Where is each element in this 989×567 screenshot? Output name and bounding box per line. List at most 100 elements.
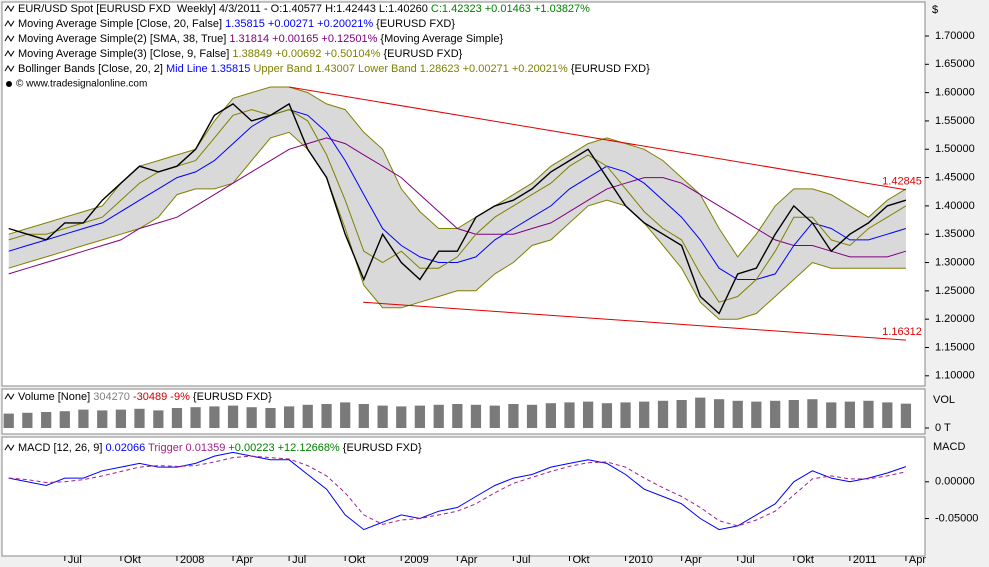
volume-bar <box>545 403 556 428</box>
legend-part: {EURUSD FXD} <box>380 48 462 60</box>
x-tick-label: Jul <box>68 554 82 566</box>
legend-part: Upper Band 1.43007 Lower Band 1.28623 +0… <box>250 63 568 75</box>
legend-part: 0.02066 <box>105 442 145 454</box>
volume-bar <box>676 400 687 428</box>
legend-icon <box>4 5 15 12</box>
series-line <box>8 455 907 527</box>
volume-bar <box>732 400 743 428</box>
legend-part: Trigger 0.01359 <box>145 442 225 454</box>
axis-unit: $ <box>932 4 938 16</box>
legend-icon <box>4 65 15 72</box>
x-tick-label: Apr <box>909 554 926 566</box>
x-tick-label: 2009 <box>404 554 428 566</box>
legend-part: 304270 <box>93 391 130 403</box>
trendline-label: 1.42845 <box>882 176 922 188</box>
x-tick-label: Okt <box>348 554 365 566</box>
volume-bar <box>844 401 855 428</box>
volume-bar <box>657 400 669 428</box>
x-tick-label: Apr <box>685 554 702 566</box>
volume-bar <box>788 400 799 428</box>
y-tick-label: 0.00000 <box>935 476 975 488</box>
x-tick-label: Okt <box>797 554 814 566</box>
volume-bar <box>433 404 444 428</box>
volume-bar <box>78 409 89 428</box>
axis-label: MACD <box>933 441 965 453</box>
y-tick-label: 1.50000 <box>935 143 975 155</box>
volume-bar <box>171 408 183 428</box>
legend-part: C:1.42323 +0.01463 +1.03827% <box>431 3 590 15</box>
legend-entry: MACD [12, 26, 9] 0.02066 Trigger 0.01359… <box>18 442 422 454</box>
volume-bar <box>601 403 613 428</box>
legend-icon <box>4 20 15 27</box>
legend-entry: Moving Average Simple(2) [SMA, 38, True]… <box>18 33 503 45</box>
volume-bar <box>59 411 70 428</box>
y-tick-label: 1.25000 <box>935 285 975 297</box>
legend-part: 1.38849 +0.00692 +0.50104% <box>232 48 380 60</box>
y-tick-label: 0 T <box>935 422 951 434</box>
volume-bar <box>582 401 594 428</box>
volume-bar <box>882 402 893 428</box>
x-tick-label: Okt <box>572 554 589 566</box>
volume-bar <box>489 405 500 428</box>
volume-bar <box>97 410 108 428</box>
legend-part: MACD [12, 26, 9] <box>18 442 105 454</box>
y-tick-label: 1.10000 <box>935 370 975 382</box>
legend-entry: Bollinger Bands [Close, 20, 2] Mid Line … <box>18 63 650 75</box>
x-tick-label: Apr <box>460 554 477 566</box>
y-tick-label: 1.30000 <box>935 256 975 268</box>
volume-bar <box>900 403 912 428</box>
volume-bar <box>508 404 519 428</box>
volume-bar <box>321 404 332 428</box>
watermark-icon <box>6 81 12 87</box>
volume-bar <box>452 404 463 428</box>
volume-bar <box>134 408 145 428</box>
legend-icon <box>4 393 15 400</box>
legend-part: Moving Average Simple(2) [SMA, 38, True] <box>18 33 229 45</box>
volume-bar <box>470 404 482 428</box>
y-tick-label: 1.60000 <box>935 87 975 99</box>
legend-part: Bollinger Bands [Close, 20, 2] <box>18 63 166 75</box>
trendline <box>363 301 906 341</box>
y-tick-label: 1.45000 <box>935 171 975 183</box>
volume-bar <box>713 399 725 428</box>
legend-part: {EURUSD FXD} <box>190 391 272 403</box>
volume-bar <box>227 405 239 428</box>
trendline <box>289 86 906 191</box>
volume-bar <box>526 404 538 428</box>
volume-bar <box>377 405 388 428</box>
legend-part: 1.35815 +0.00271 +0.20021% <box>225 18 373 30</box>
volume-bar <box>564 402 575 428</box>
legend-part: Moving Average Simple [Close, 20, False] <box>18 18 225 30</box>
series-line <box>8 102 907 315</box>
legend-entry: Moving Average Simple(3) [Close, 9, Fals… <box>18 48 463 60</box>
volume-bar <box>22 412 33 428</box>
trendline-label: 1.16312 <box>882 326 922 338</box>
x-tick-label: 2008 <box>180 554 204 566</box>
volume-bar <box>265 408 276 428</box>
volume-bar <box>695 397 706 428</box>
x-tick-label: 2011 <box>853 554 877 566</box>
x-tick-label: Jul <box>292 554 306 566</box>
legend-part: {EURUSD FXD} <box>373 18 455 30</box>
legend-icon <box>4 50 15 57</box>
volume-bar <box>283 406 295 428</box>
volume-bar <box>863 400 874 428</box>
volume-bar <box>358 404 369 428</box>
volume-bar <box>41 412 52 428</box>
legend-entry: Moving Average Simple [Close, 20, False]… <box>18 18 455 30</box>
series-line <box>8 451 907 531</box>
volume-bar <box>246 407 257 428</box>
volume-bar <box>153 410 164 428</box>
volume-bar <box>302 404 313 428</box>
legend-part: EUR/USD Spot [EURUSD FXD Weekly] 4/3/201… <box>18 3 431 15</box>
volume-bar <box>340 402 351 428</box>
y-tick-label: 1.40000 <box>935 200 975 212</box>
legend-icon <box>4 444 15 451</box>
y-tick-label: 1.55000 <box>935 115 975 127</box>
x-tick-label: Apr <box>236 554 253 566</box>
legend-part: {Moving Average Simple} <box>377 33 503 45</box>
volume-bar <box>190 407 201 428</box>
y-tick-label: 1.35000 <box>935 228 975 240</box>
band-fill <box>8 86 906 320</box>
